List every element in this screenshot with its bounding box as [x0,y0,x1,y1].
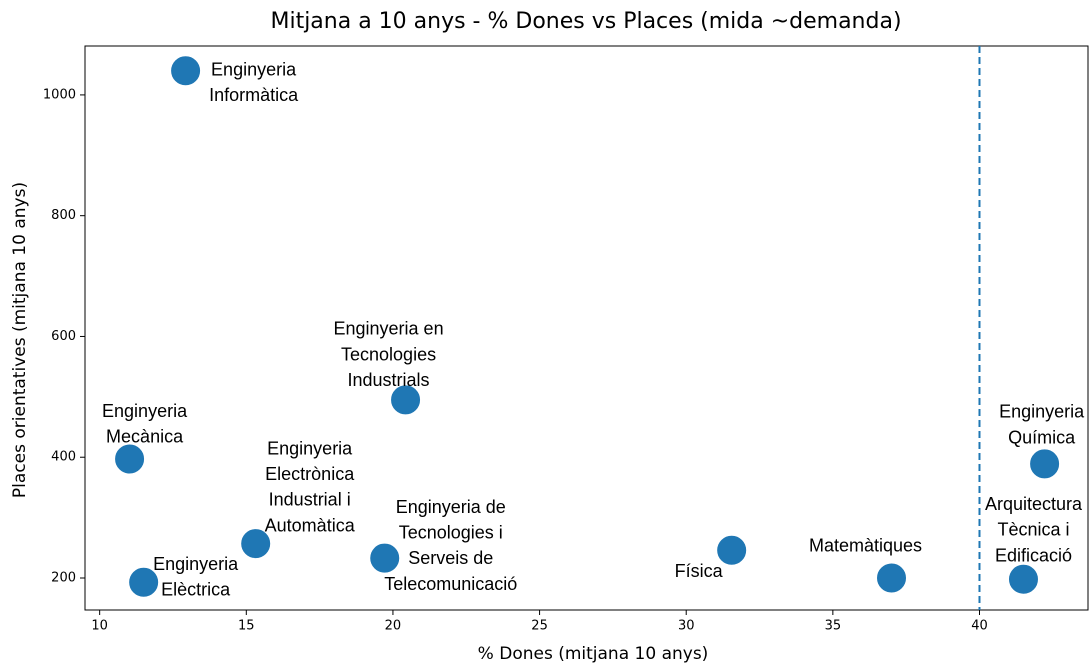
point [240,528,272,560]
point-label: Enginyeria [153,554,239,574]
point-label: Mecànica [106,426,184,446]
point-label: Enginyeria [267,438,353,458]
point-label: Enginyeria [211,60,297,80]
y-tick-label: 800 [51,208,76,223]
point-label: Elèctrica [161,580,231,600]
point [170,55,202,87]
point [1007,563,1039,595]
point-label: Física [675,561,724,581]
y-tick-label: 400 [51,450,76,465]
x-axis-label: % Dones (mitjana 10 anys) [478,644,709,664]
y-tick-label: 200 [51,570,76,585]
x-tick-label: 15 [238,619,255,634]
point [876,562,908,594]
point-label: Electrònica [265,464,355,484]
point-label: Enginyeria de [396,497,506,517]
x-tick-label: 40 [971,619,988,634]
point-label: Tècnica i [997,520,1069,540]
y-axis-label: Places orientatives (mitjana 10 anys) [10,182,30,498]
point-label: Tecnologies i [399,523,503,543]
point-label: Informàtica [209,85,299,105]
point [1029,448,1061,480]
point [369,542,401,574]
point-label: Edificació [995,545,1072,565]
point-label: Industrials [348,370,430,390]
point-label: Enginyeria en [334,319,444,339]
point-label: Enginyeria [999,402,1085,422]
point-label: Industrial i [269,490,351,510]
plot-frame [84,45,1089,611]
x-tick-label: 20 [385,619,402,634]
point-label: Química [1008,427,1076,447]
point-label: Enginyeria [102,401,188,421]
point [390,384,422,416]
x-tick-label: 25 [531,619,548,634]
point-label: Arquitectura [985,494,1083,514]
point-label: Matemàtiques [809,536,922,556]
point [128,566,160,598]
point [716,534,748,566]
x-tick-label: 30 [678,619,695,634]
point-label: Telecomunicació [384,574,517,594]
y-tick-label: 1000 [43,87,76,102]
point-label: Tecnologies [341,344,436,364]
x-tick-label: 10 [91,619,108,634]
x-tick-label: 35 [825,619,842,634]
chart-title: Mitjana a 10 anys - % Dones vs Places (m… [270,9,901,34]
point [114,443,146,475]
point-label: Automàtica [265,515,356,535]
y-tick-label: 600 [51,329,76,344]
point-label: Serveis de [408,548,493,568]
